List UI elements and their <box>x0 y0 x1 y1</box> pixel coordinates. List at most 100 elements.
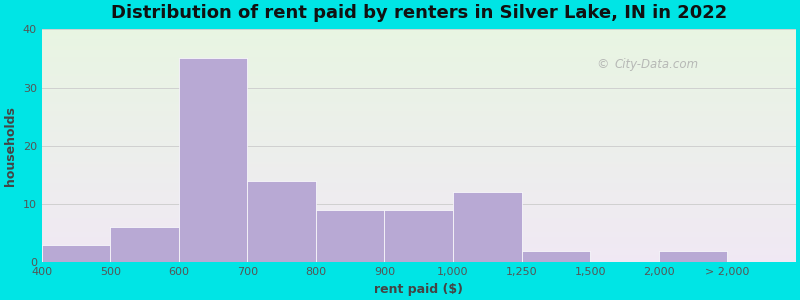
Bar <box>42 232 796 234</box>
Bar <box>42 188 796 190</box>
Bar <box>42 227 796 230</box>
Bar <box>42 239 796 242</box>
Bar <box>42 34 796 36</box>
Bar <box>42 216 796 218</box>
Bar <box>658 251 727 262</box>
Bar <box>42 106 796 109</box>
Bar <box>42 162 796 164</box>
Bar <box>42 258 796 260</box>
Bar <box>42 178 796 181</box>
Bar <box>42 245 110 262</box>
Bar <box>42 181 796 183</box>
Bar <box>42 151 796 153</box>
Bar <box>42 211 796 214</box>
Bar <box>42 57 796 60</box>
Bar <box>316 210 385 262</box>
Bar <box>42 195 796 197</box>
Y-axis label: households: households <box>4 106 17 186</box>
Bar <box>42 197 796 200</box>
Bar <box>42 158 796 160</box>
Bar <box>42 164 796 167</box>
Bar <box>42 50 796 52</box>
Bar <box>42 120 796 122</box>
Bar <box>42 32 796 34</box>
Bar <box>42 136 796 139</box>
Bar <box>42 104 796 106</box>
Bar <box>42 255 796 258</box>
Bar <box>42 169 796 172</box>
Bar <box>453 193 522 262</box>
Bar <box>42 148 796 151</box>
Bar <box>42 174 796 176</box>
Bar <box>42 176 796 178</box>
Bar <box>42 223 796 225</box>
Text: ©: © <box>596 58 609 71</box>
Bar <box>42 132 796 134</box>
Bar <box>110 227 179 262</box>
Bar <box>42 251 796 253</box>
Bar <box>42 253 796 255</box>
Bar <box>42 146 796 148</box>
Bar <box>42 230 796 232</box>
Bar <box>42 64 796 67</box>
Bar <box>42 245 110 262</box>
Bar <box>247 181 316 262</box>
Bar <box>42 244 796 246</box>
Bar <box>42 153 796 155</box>
Bar <box>42 41 796 43</box>
Bar <box>42 88 796 90</box>
Bar <box>42 99 796 102</box>
Bar <box>42 260 796 262</box>
Bar <box>42 204 796 206</box>
Bar <box>42 200 796 202</box>
Bar <box>42 225 796 227</box>
Bar <box>42 134 796 136</box>
Bar <box>42 67 796 69</box>
Bar <box>42 172 796 174</box>
Bar <box>42 90 796 92</box>
Bar <box>42 242 796 244</box>
Bar <box>42 218 796 220</box>
Bar <box>42 29 796 32</box>
X-axis label: rent paid ($): rent paid ($) <box>374 283 463 296</box>
Bar <box>42 81 796 83</box>
Bar <box>42 83 796 85</box>
Bar <box>453 193 522 262</box>
Bar <box>42 109 796 111</box>
Bar <box>42 46 796 48</box>
Bar <box>42 39 796 41</box>
Title: Distribution of rent paid by renters in Silver Lake, IN in 2022: Distribution of rent paid by renters in … <box>110 4 727 22</box>
Bar <box>42 127 796 130</box>
Bar <box>42 85 796 88</box>
Bar <box>42 116 796 118</box>
Bar <box>42 69 796 71</box>
Bar <box>385 210 453 262</box>
Bar <box>42 36 796 39</box>
Bar <box>658 251 727 262</box>
Bar <box>247 181 316 262</box>
Bar <box>522 251 590 262</box>
Bar <box>42 55 796 57</box>
Bar <box>179 58 247 262</box>
Bar <box>42 214 796 216</box>
Bar <box>42 193 796 195</box>
Bar <box>42 118 796 120</box>
Bar <box>42 71 796 74</box>
Bar <box>42 209 796 211</box>
Bar <box>42 94 796 97</box>
Bar <box>42 113 796 116</box>
Bar <box>42 74 796 76</box>
Bar <box>179 58 247 262</box>
Bar <box>522 251 590 262</box>
Bar <box>42 141 796 143</box>
Bar <box>42 43 796 46</box>
Bar <box>42 78 796 81</box>
Text: City-Data.com: City-Data.com <box>615 58 699 71</box>
Bar <box>42 246 796 248</box>
Bar <box>42 234 796 237</box>
Bar <box>42 60 796 62</box>
Bar <box>42 206 796 209</box>
Bar <box>42 155 796 158</box>
Bar <box>316 210 385 262</box>
Bar <box>42 97 796 99</box>
